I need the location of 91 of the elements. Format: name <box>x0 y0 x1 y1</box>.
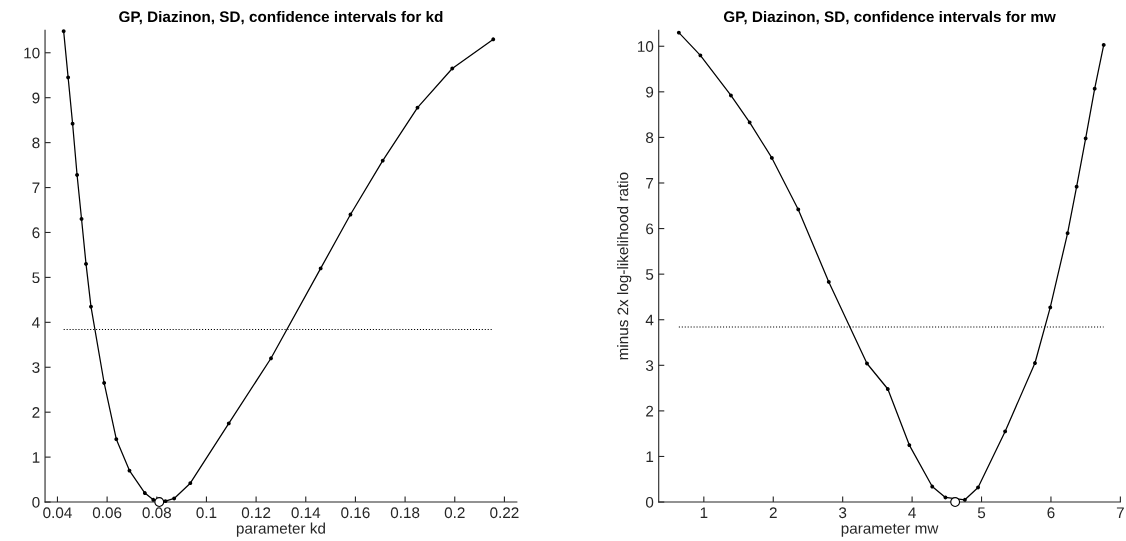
y-tick-label: 10 <box>638 41 654 52</box>
point <box>885 387 890 391</box>
y-tick-label: 2 <box>32 407 40 418</box>
point <box>1101 42 1106 47</box>
x-axis-title: parameter kd <box>236 522 325 537</box>
point <box>976 485 980 490</box>
y-tick-label: 1 <box>646 451 654 462</box>
x-tick-label: 0.06 <box>92 507 122 519</box>
y-tick-label: 8 <box>646 132 654 144</box>
point <box>747 120 752 125</box>
y-tick-label: 10 <box>24 47 40 59</box>
point <box>84 261 88 266</box>
y-tick-label: 2 <box>646 405 654 417</box>
point <box>226 421 231 426</box>
point <box>1003 429 1008 434</box>
point <box>348 212 353 217</box>
y-tick-label: 9 <box>646 86 654 98</box>
point <box>151 497 156 502</box>
point <box>61 29 66 34</box>
x-tick-label: 0.16 <box>341 507 370 519</box>
y-tick-label: 4 <box>645 314 654 326</box>
y-tick-label: 5 <box>645 269 654 280</box>
y-tick-label: 5 <box>32 272 40 284</box>
y-tick-label: 7 <box>646 178 654 189</box>
y-tick-label: 9 <box>32 92 40 104</box>
point <box>491 37 496 42</box>
x-tick-label: 0.04 <box>43 507 72 519</box>
y-tick-label: 8 <box>32 137 40 149</box>
chart-title: GP, Diazinon, SD, confidence intervals for kd <box>119 10 443 25</box>
point <box>962 497 967 502</box>
point <box>930 484 935 489</box>
point <box>142 491 147 496</box>
point <box>102 381 107 385</box>
y-axis-title: minus 2x log-likelihood ratio <box>617 172 632 360</box>
point <box>943 495 948 500</box>
point <box>1048 305 1053 310</box>
point <box>698 53 703 58</box>
point <box>172 496 177 501</box>
point <box>154 497 165 507</box>
point <box>75 173 80 177</box>
point <box>70 121 75 126</box>
x-tick-label: 0.08 <box>142 507 171 519</box>
point <box>1033 361 1037 365</box>
point <box>127 468 132 473</box>
point <box>318 266 323 271</box>
point <box>1083 136 1088 141</box>
x-axis-title: parameter mw <box>841 523 939 537</box>
point <box>79 217 84 221</box>
x-tick-label: 3 <box>839 507 847 519</box>
y-tick-label: 6 <box>646 223 654 235</box>
point <box>1074 184 1079 189</box>
x-tick-label: 0.22 <box>490 507 519 519</box>
point <box>163 499 168 504</box>
x-tick-label: 2 <box>769 507 777 518</box>
y-tick-label: 1 <box>32 452 40 463</box>
x-tick-label: 0.14 <box>291 507 321 519</box>
x-tick-label: 5 <box>977 507 986 519</box>
point <box>728 93 733 98</box>
x-tick-label: 0.1 <box>196 507 217 519</box>
point <box>907 443 912 448</box>
x-tick-label: 0.2 <box>444 507 465 519</box>
point <box>89 304 93 309</box>
point <box>269 356 273 361</box>
y-tick-label: 7 <box>32 182 40 194</box>
y-tick-label: 0 <box>32 496 40 508</box>
point <box>826 279 831 284</box>
chart-title: GP, Diazinon, SD, confidence intervals for mw <box>723 10 1056 25</box>
x-tick-label: 0.12 <box>241 507 271 519</box>
point <box>380 158 385 163</box>
point <box>1065 231 1070 236</box>
point <box>950 497 961 507</box>
point <box>415 105 420 110</box>
x-tick-label: 0.18 <box>390 507 420 519</box>
x-tick-label: 1 <box>700 507 708 518</box>
point <box>66 75 71 80</box>
point <box>450 66 455 71</box>
x-tick-label: 4 <box>908 507 916 518</box>
point <box>676 30 681 35</box>
point <box>769 155 774 160</box>
x-tick-label: 7 <box>1116 507 1124 518</box>
y-tick-label: 6 <box>32 227 40 239</box>
point <box>188 481 193 486</box>
x-tick-label: 6 <box>1047 507 1055 519</box>
y-tick-label: 0 <box>645 496 654 508</box>
point <box>796 207 801 212</box>
y-tick-label: 4 <box>32 317 40 328</box>
point <box>1092 86 1097 91</box>
point <box>865 361 869 366</box>
point <box>114 437 119 442</box>
y-tick-label: 3 <box>645 360 654 371</box>
y-tick-label: 3 <box>32 362 40 373</box>
